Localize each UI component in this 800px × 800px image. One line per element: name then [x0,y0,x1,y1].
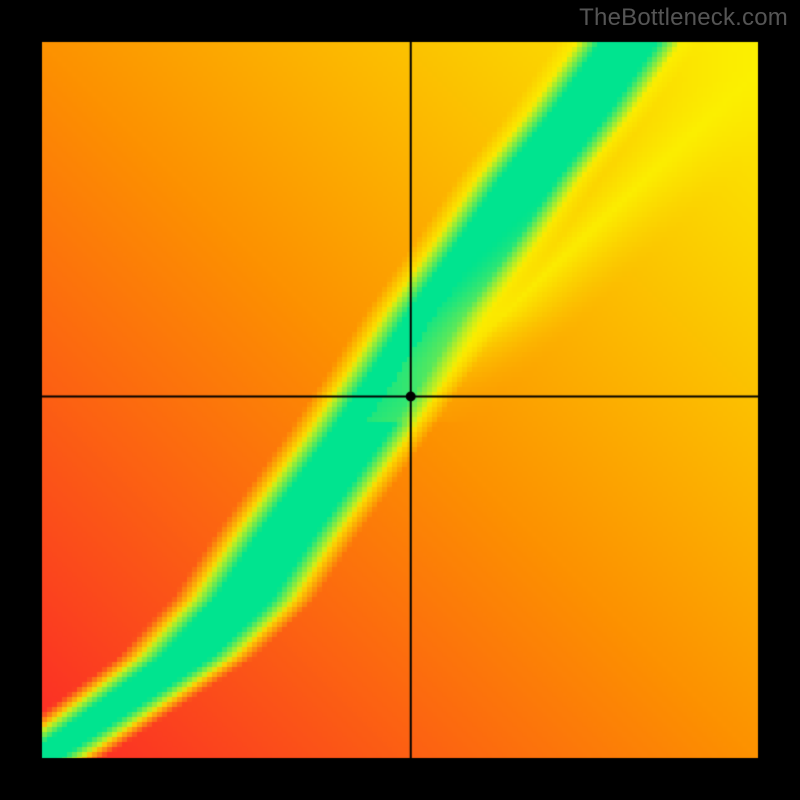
heatmap-canvas [0,0,800,800]
watermark-text: TheBottleneck.com [579,4,788,32]
chart-container: TheBottleneck.com [0,0,800,800]
